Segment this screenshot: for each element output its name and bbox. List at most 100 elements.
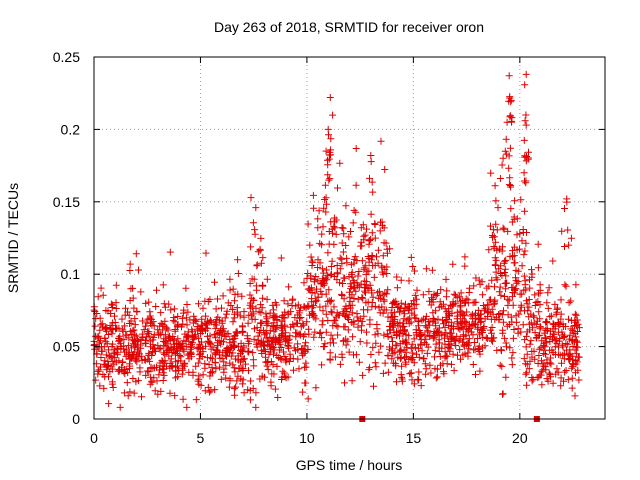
data-point	[306, 241, 314, 249]
data-point	[551, 336, 559, 344]
data-point	[440, 370, 448, 378]
data-point	[151, 387, 159, 395]
data-point	[456, 311, 464, 319]
data-point	[331, 353, 339, 361]
data-point	[211, 386, 219, 394]
data-point	[512, 266, 520, 274]
data-point	[91, 308, 99, 315]
data-point	[124, 369, 132, 377]
data-point	[557, 315, 565, 323]
data-point	[349, 333, 357, 341]
data-point	[361, 231, 369, 239]
data-point	[509, 334, 517, 342]
data-point	[520, 355, 528, 363]
data-point	[131, 315, 139, 323]
data-point	[472, 371, 479, 378]
data-point	[329, 335, 337, 343]
data-point	[374, 330, 382, 338]
data-point	[389, 345, 396, 353]
data-point	[502, 135, 510, 143]
data-point	[471, 298, 479, 306]
data-point	[562, 282, 570, 290]
data-point	[488, 232, 496, 239]
data-point	[432, 340, 440, 348]
data-point	[214, 313, 222, 321]
data-point	[486, 309, 494, 317]
data-point	[308, 289, 316, 296]
data-point	[407, 344, 415, 352]
data-point	[316, 303, 324, 311]
data-point	[536, 325, 544, 333]
data-point	[229, 285, 237, 293]
data-point	[474, 345, 482, 353]
data-point	[491, 182, 499, 190]
data-point	[536, 331, 543, 339]
data-point	[216, 354, 224, 362]
data-point	[411, 343, 419, 351]
data-point	[508, 361, 516, 369]
data-point	[551, 322, 559, 330]
data-point	[244, 340, 252, 348]
data-point	[402, 339, 410, 347]
data-point	[354, 282, 362, 290]
data-point	[573, 358, 581, 366]
data-point	[431, 365, 439, 373]
data-point	[304, 285, 312, 293]
data-point	[223, 307, 231, 315]
data-point	[264, 341, 272, 349]
data-point	[485, 246, 493, 254]
data-point	[92, 315, 100, 323]
data-point	[517, 328, 525, 336]
data-point	[144, 328, 152, 336]
data-point	[407, 253, 415, 261]
data-point	[523, 381, 531, 389]
data-point	[509, 349, 517, 357]
data-point	[415, 368, 423, 376]
data-point	[125, 311, 133, 319]
data-point	[529, 375, 537, 383]
data-point	[217, 375, 225, 383]
data-point	[362, 299, 370, 307]
data-point	[266, 309, 274, 317]
data-point	[310, 313, 318, 321]
data-point	[266, 333, 274, 341]
data-point	[342, 313, 350, 320]
data-point	[148, 321, 156, 329]
data-point	[522, 343, 530, 351]
data-point	[359, 294, 367, 302]
data-point	[259, 254, 267, 262]
data-point	[393, 273, 401, 281]
data-point	[282, 358, 290, 366]
data-point	[95, 339, 103, 347]
data-point	[495, 288, 503, 296]
data-point	[123, 379, 131, 387]
data-point	[305, 303, 313, 310]
data-point	[501, 269, 508, 276]
data-point	[328, 270, 335, 278]
data-point	[504, 227, 512, 235]
data-point	[380, 331, 388, 339]
data-point	[120, 389, 128, 397]
data-point	[560, 323, 568, 330]
data-point	[208, 355, 216, 363]
data-point	[474, 316, 482, 324]
data-point	[374, 246, 382, 254]
data-point	[463, 340, 471, 348]
data-point	[350, 206, 358, 214]
data-point	[557, 382, 565, 390]
data-point	[159, 321, 167, 329]
data-point	[100, 384, 108, 392]
data-point	[180, 337, 188, 345]
data-point	[558, 227, 566, 235]
data-point	[240, 313, 248, 321]
data-point	[363, 328, 370, 336]
data-point	[331, 218, 338, 226]
data-point	[505, 72, 513, 80]
data-point	[231, 332, 239, 340]
data-point	[199, 371, 207, 379]
data-point	[258, 350, 266, 357]
data-point	[229, 318, 237, 326]
data-point	[490, 334, 498, 342]
data-point	[177, 357, 185, 365]
data-point	[170, 305, 178, 313]
